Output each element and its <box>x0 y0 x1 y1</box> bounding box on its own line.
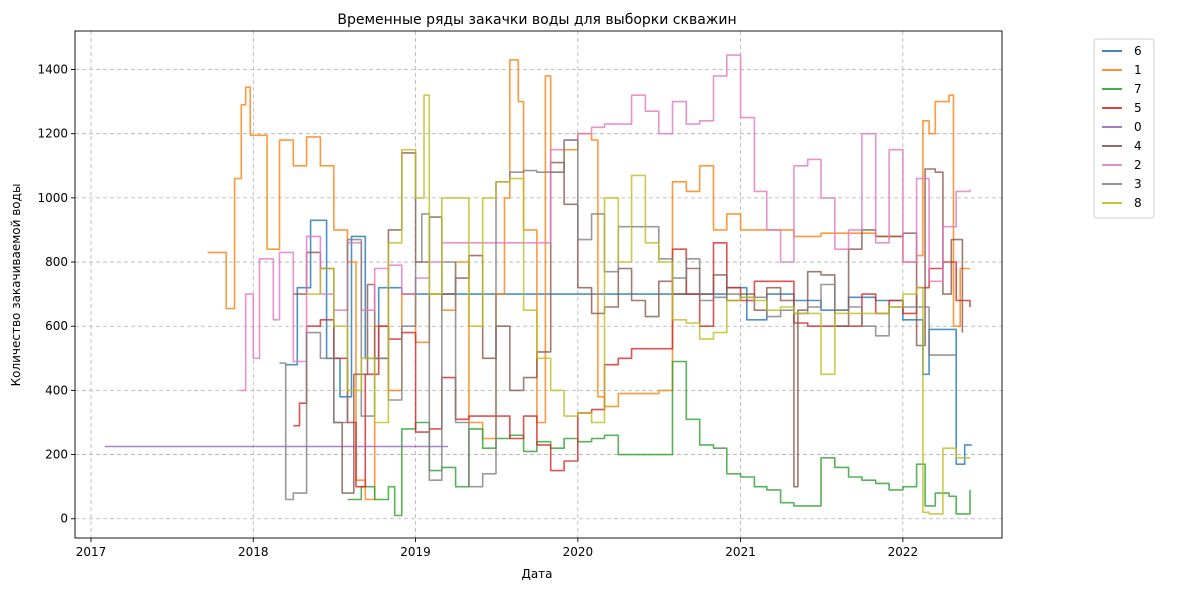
x-axis-label: Дата <box>521 567 552 581</box>
y-tick-label: 1200 <box>37 127 68 141</box>
legend-label-4: 4 <box>1134 139 1142 153</box>
legend-label-3: 3 <box>1134 177 1142 191</box>
legend-label-8: 8 <box>1134 196 1142 210</box>
plot-area <box>74 30 1003 539</box>
grid <box>75 31 1002 538</box>
y-tick-label: 800 <box>45 255 68 269</box>
x-tick-label: 2022 <box>888 545 919 559</box>
x-tick-label: 2021 <box>725 545 756 559</box>
legend-label-6: 6 <box>1134 44 1142 58</box>
y-tick-label: 1000 <box>37 191 68 205</box>
legend-label-1: 1 <box>1134 63 1142 77</box>
series-line-1 <box>207 59 970 501</box>
legend-label-2: 2 <box>1134 158 1142 172</box>
x-tick-label: 2019 <box>400 545 431 559</box>
legend: 6 1 7 5 0 4 2 3 8 <box>1093 38 1155 219</box>
chart-title: Временные ряды закачки воды для выборки … <box>337 12 736 28</box>
series-line-6 <box>285 219 972 465</box>
series-line-8 <box>306 94 970 515</box>
y-axis-label: Количество закачиваемой воды <box>9 184 23 387</box>
y-tick-label: 0 <box>60 512 68 526</box>
series-line-2 <box>239 54 971 392</box>
x-tick-label: 2018 <box>238 545 269 559</box>
x-tick-label: 2017 <box>76 545 107 559</box>
series-line-7 <box>347 360 971 517</box>
y-axis: 0 200 400 600 800 1000 1200 1400 <box>37 63 75 526</box>
y-tick-label: 200 <box>45 448 68 462</box>
x-tick-label: 2020 <box>563 545 594 559</box>
legend-label-7: 7 <box>1134 82 1142 96</box>
x-axis: 2017 2018 2019 2020 2021 2022 <box>76 538 918 559</box>
y-tick-label: 1400 <box>37 63 68 77</box>
legend-box <box>1093 38 1155 219</box>
series-layer <box>104 54 972 517</box>
legend-label-0: 0 <box>1134 120 1142 134</box>
legend-label-5: 5 <box>1134 101 1142 115</box>
y-tick-label: 400 <box>45 383 68 397</box>
y-tick-label: 600 <box>45 319 68 333</box>
